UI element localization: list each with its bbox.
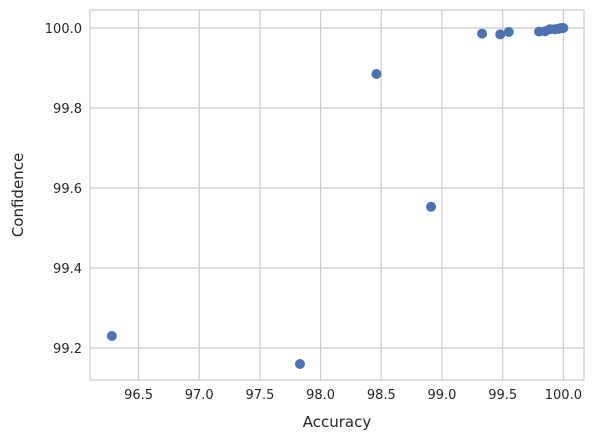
y-tick-label: 100.0 xyxy=(45,22,82,37)
data-point xyxy=(106,331,117,341)
x-tick-label: 99.0 xyxy=(428,388,457,403)
y-tick-label: 99.4 xyxy=(53,262,82,277)
tick-labels: 96.5 97.0 97.5 98.0 98.5 99.0 99.5 100.0 99.2 99.… xyxy=(45,22,582,403)
x-tick-label: 97.0 xyxy=(185,388,214,403)
data-point xyxy=(294,359,305,369)
x-tick-label: 97.5 xyxy=(245,388,274,403)
x-tick-label: 100.0 xyxy=(545,388,582,403)
x-tick-label: 96.5 xyxy=(124,388,153,403)
data-point xyxy=(477,28,488,39)
data-point xyxy=(495,29,506,40)
plot-area-frame xyxy=(89,9,585,381)
grid-lines xyxy=(90,10,584,380)
data-point xyxy=(558,23,569,33)
data-point xyxy=(371,69,382,79)
y-axis-label: Confidence xyxy=(9,153,27,237)
y-tick-label: 99.8 xyxy=(53,102,82,117)
data-point xyxy=(426,201,437,212)
data-point xyxy=(503,27,514,37)
x-tick-label: 98.5 xyxy=(367,388,396,403)
y-tick-label: 99.6 xyxy=(53,182,82,197)
y-tick-label: 99.2 xyxy=(53,342,82,357)
x-axis-label: Accuracy xyxy=(303,413,372,431)
x-tick-label: 99.5 xyxy=(488,388,517,403)
x-tick-label: 98.0 xyxy=(306,388,335,403)
data-points xyxy=(106,23,569,369)
